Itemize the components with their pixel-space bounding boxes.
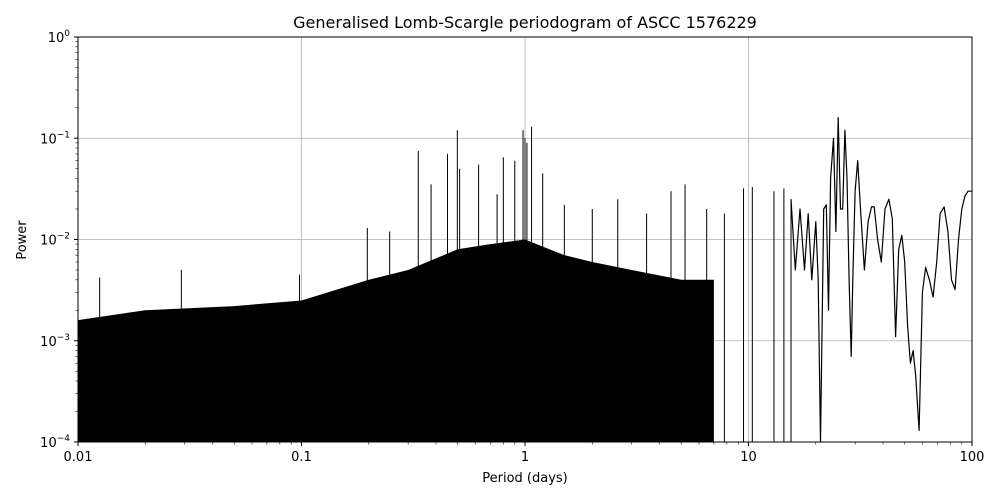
x-tick-label: 10 [740,450,757,465]
y-tick-label: 10−3 [40,333,70,350]
y-tick-label: 100 [48,29,71,46]
axis-ticks: 0.01 0.1 1 10 100 100 10−1 10−2 10−3 10−4 [40,29,984,465]
x-tick-label: 0.01 [64,450,93,465]
noise-band-fill [78,239,714,442]
peaks [99,126,792,442]
y-tick-label: 10−4 [40,434,70,451]
y-tick-label: 10−2 [40,232,70,249]
x-axis-label: Period (days) [482,471,568,486]
x-tick-label: 1 [521,450,529,465]
series-line [790,116,972,443]
y-axis-label: Power [15,220,30,260]
x-tick-label: 0.1 [291,450,312,465]
noise-band [78,239,714,442]
chart-title: Generalised Lomb-Scargle periodogram of … [293,13,757,32]
x-tick-label: 100 [960,450,985,465]
series [790,116,972,443]
y-tick-label: 10−1 [40,130,70,147]
